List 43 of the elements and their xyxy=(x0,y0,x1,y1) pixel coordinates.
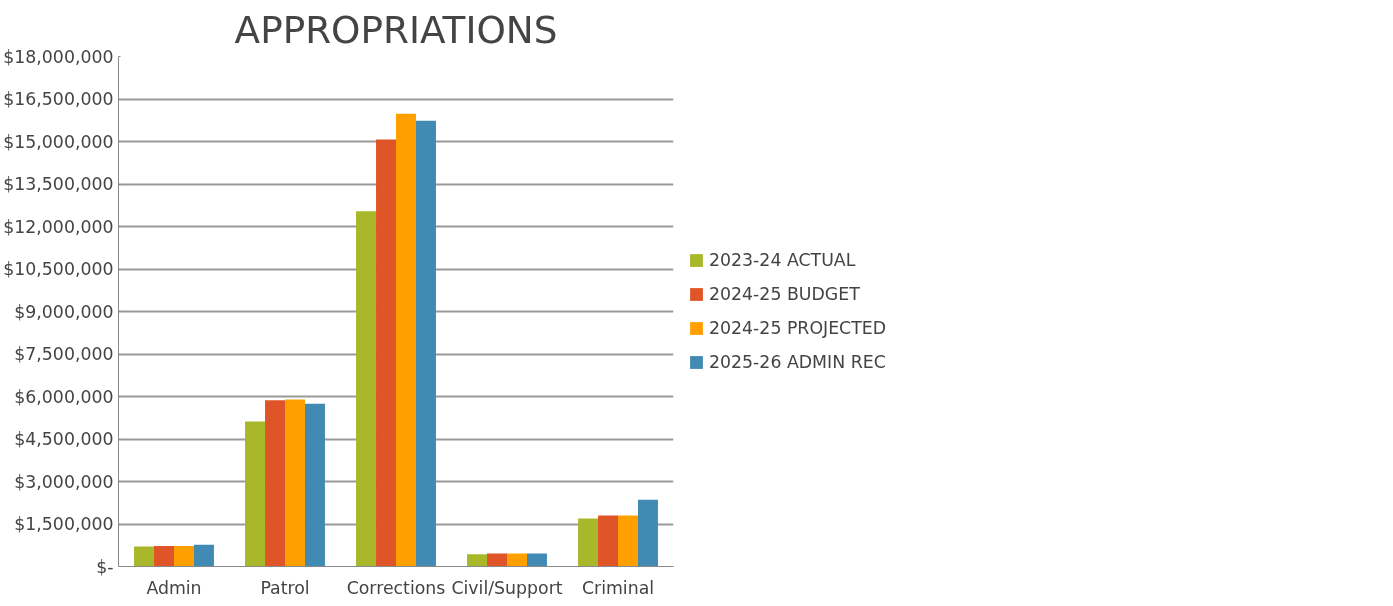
bar xyxy=(174,546,194,567)
x-tick-label: Admin xyxy=(146,577,202,598)
bar xyxy=(487,553,507,567)
bar xyxy=(396,113,416,567)
bar xyxy=(618,515,638,567)
bar xyxy=(245,421,266,567)
y-tick-label: $18,000,000 xyxy=(3,46,114,67)
legend-label: 2024-25 PROJECTED xyxy=(709,318,887,338)
bar xyxy=(134,546,155,567)
x-tick-label: Patrol xyxy=(260,577,310,598)
x-tick-label: Corrections xyxy=(346,577,446,598)
y-tick-label: $- xyxy=(96,556,114,577)
y-tick-label: $12,000,000 xyxy=(3,216,114,237)
y-tick-label: $7,500,000 xyxy=(14,344,114,364)
bar xyxy=(265,400,285,567)
y-tick-label: $6,000,000 xyxy=(14,386,114,407)
bar xyxy=(285,399,305,567)
bar xyxy=(526,553,547,567)
legend-label: 2023-24 ACTUAL xyxy=(709,250,856,270)
bar xyxy=(193,544,214,567)
bar xyxy=(637,499,658,567)
x-tick-label: Civil/Support xyxy=(451,577,563,598)
chart-title: APPROPRIATIONS xyxy=(234,7,558,52)
y-tick-label: $4,500,000 xyxy=(14,429,114,449)
y-tick-label: $10,500,000 xyxy=(3,259,114,279)
bar xyxy=(578,518,599,567)
y-tick-label: $13,500,000 xyxy=(3,174,114,194)
bar xyxy=(304,403,325,567)
legend-label: 2025-26 ADMIN REC xyxy=(709,352,886,372)
bar xyxy=(356,211,377,567)
bar xyxy=(507,553,527,567)
bar xyxy=(467,554,488,567)
bar xyxy=(154,546,174,567)
y-tick-label: $1,500,000 xyxy=(14,514,114,534)
bar xyxy=(598,515,618,567)
y-tick-label: $9,000,000 xyxy=(14,301,114,322)
y-tick-label: $16,500,000 xyxy=(3,89,114,109)
x-tick-label: Criminal xyxy=(581,577,655,598)
bar xyxy=(415,120,436,567)
bar xyxy=(376,139,396,567)
y-tick-label: $15,000,000 xyxy=(3,131,114,152)
legend-label: 2024-25 BUDGET xyxy=(709,284,860,304)
y-tick-label: $3,000,000 xyxy=(14,471,114,492)
